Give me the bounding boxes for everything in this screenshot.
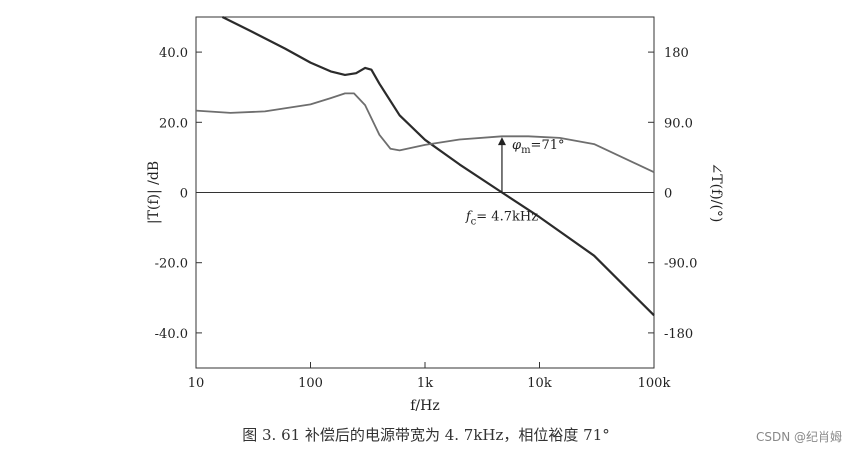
x-tick-label: 10k: [527, 376, 552, 391]
right-tick-label: 180: [664, 46, 689, 61]
right-axis-ticks: 180 90.0 0 -90.0 -180: [648, 46, 697, 342]
left-tick-label: -40.0: [155, 327, 188, 342]
left-tick-label: 0: [180, 187, 188, 202]
phase-curve: [195, 92, 655, 174]
left-tick-label: 20.0: [159, 116, 188, 131]
x-tick-label: 1k: [417, 376, 433, 391]
x-tick-label: 100k: [638, 376, 671, 391]
left-axis-title: |T(f)| /dB: [146, 161, 162, 224]
right-tick-label: -180: [664, 327, 693, 342]
annotation-layer: φm=71° fc= 4.7kHz: [465, 137, 565, 228]
left-axis-ticks: 40.0 20.0 0 -20.0 -40.0: [155, 46, 202, 342]
right-tick-label: 0: [664, 187, 672, 202]
x-tick-label: 100: [298, 376, 323, 391]
left-tick-label: 40.0: [159, 46, 188, 61]
phase-margin-label: φm=71°: [512, 138, 565, 156]
figure-caption: 图 3. 61 补偿后的电源带宽为 4. 7kHz，相位裕度 71°: [242, 426, 610, 444]
right-tick-label: -90.0: [664, 257, 697, 272]
crossover-frequency-label: fc= 4.7kHz: [465, 210, 538, 228]
right-tick-label: 90.0: [664, 116, 693, 131]
watermark: CSDN @纪肖姆: [755, 430, 842, 444]
left-tick-label: -20.0: [155, 257, 188, 272]
series-layer: [195, 16, 655, 317]
x-tick-label: 10: [188, 376, 205, 391]
right-axis-title: ∠T(f)/(°): [708, 163, 724, 223]
x-axis-ticks: 10 100 1k 10k 100k: [188, 362, 671, 391]
x-axis-title: f/Hz: [410, 398, 439, 414]
phase-margin-arrow-head: [497, 137, 506, 146]
magnitude-curve: [221, 16, 655, 317]
